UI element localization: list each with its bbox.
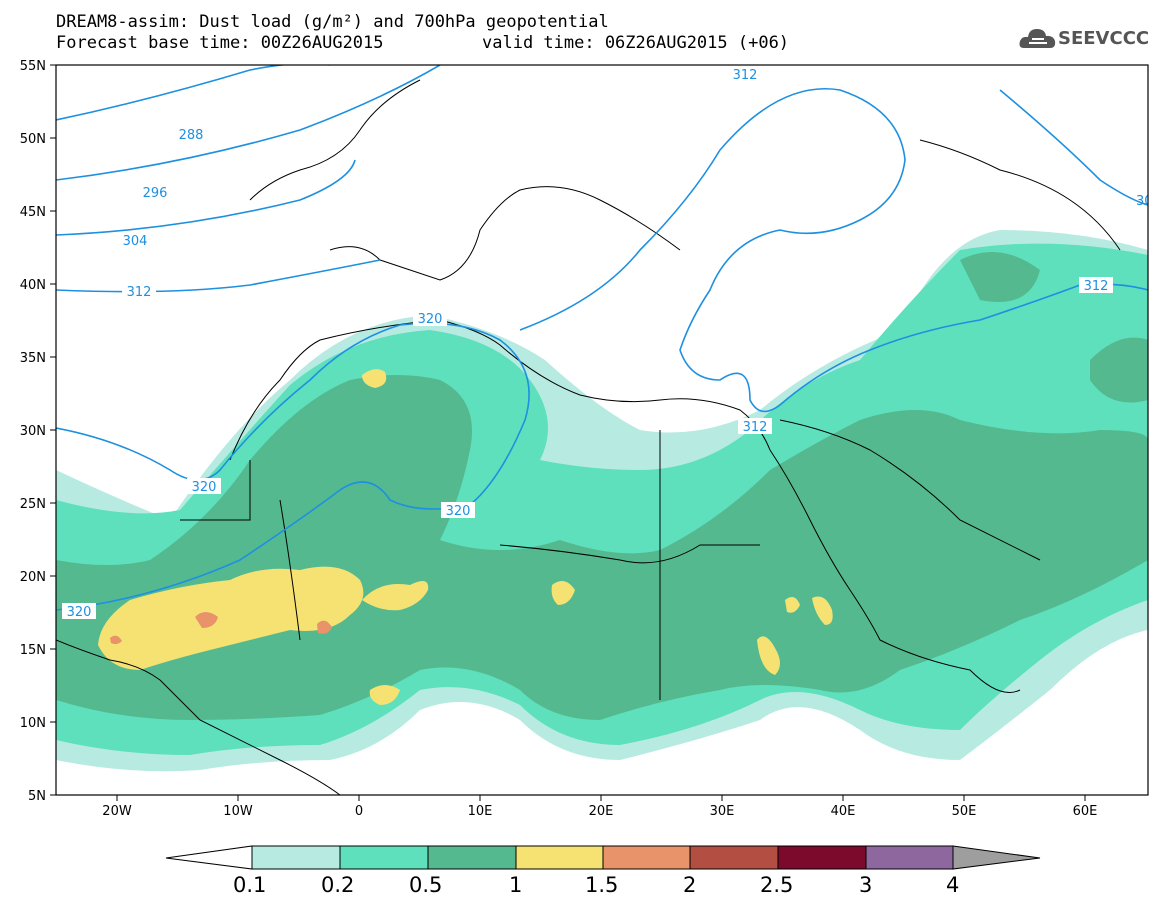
coastlines <box>56 79 1121 795</box>
lon-label-20w: 20W <box>102 804 132 819</box>
logo-text: SEEVCCC <box>1058 28 1150 49</box>
map-title: DREAM8-assim: Dust load (g/m²) and 700hP… <box>56 12 609 32</box>
colorbar-label: 3 <box>859 873 873 897</box>
svg-text:304: 304 <box>123 234 148 249</box>
colorbar-swatch-3 <box>865 845 954 870</box>
lat-label-25n: 25N <box>20 497 46 512</box>
dust-level-1 <box>98 369 833 705</box>
colorbar-swatch-0-2 <box>339 845 429 870</box>
lat-label-30n: 30N <box>20 424 46 439</box>
svg-text:312: 312 <box>1084 279 1109 294</box>
contour-label-320: 320 <box>413 310 447 327</box>
dust-level-0-5 <box>56 252 1148 720</box>
lat-label-10n: 10N <box>20 716 46 731</box>
contour-label-312: 312 <box>738 418 772 435</box>
svg-text:288: 288 <box>179 128 204 143</box>
lat-label-55n: 55N <box>20 59 46 74</box>
contour-label-288: 288 <box>174 126 208 143</box>
lon-label-20e: 20E <box>589 804 614 819</box>
contour-label-320: 320 <box>187 478 221 495</box>
seevccc-logo: SEEVCCC <box>1018 24 1153 54</box>
colorbar-label: 0.2 <box>321 873 355 897</box>
svg-text:30: 30 <box>1136 194 1153 209</box>
colorbar-label: 4 <box>946 873 960 897</box>
lon-label-40e: 40E <box>831 804 856 819</box>
svg-text:320: 320 <box>446 504 471 519</box>
lat-label-50n: 50N <box>20 132 46 147</box>
colorbar-swatch-0-5 <box>427 845 517 870</box>
contour-label-312: 312 <box>122 283 156 300</box>
colorbar-swatch-2-5 <box>777 845 867 870</box>
colorbar-label: 0.1 <box>233 873 267 897</box>
svg-text:320: 320 <box>67 605 92 620</box>
lat-label-40n: 40N <box>20 278 46 293</box>
latitude-axis <box>50 64 56 796</box>
svg-text:312: 312 <box>127 285 152 300</box>
lon-label-50e: 50E <box>952 804 977 819</box>
contour-label-312: 312 <box>728 66 762 83</box>
forecast-base-time: Forecast base time: 00Z26AUG2015 <box>56 33 384 53</box>
contour-label-30: 30 <box>1136 194 1153 209</box>
lat-label-45n: 45N <box>20 205 46 220</box>
contour-label-320: 320 <box>62 603 96 620</box>
colorbar-swatch-0-1 <box>251 845 341 870</box>
svg-text:320: 320 <box>418 312 443 327</box>
cloud-icon <box>1019 29 1056 48</box>
svg-text:296: 296 <box>143 186 168 201</box>
colorbar-label: 0.5 <box>409 873 443 897</box>
lat-label-20n: 20N <box>20 570 46 585</box>
dust-level-1-5 <box>110 612 332 645</box>
colorbar-label: 2 <box>683 873 697 897</box>
contour-labels: 288 296 304 312 312 312 312 320 320 320 … <box>62 66 1153 620</box>
colorbar-label: 2.5 <box>760 873 794 897</box>
colorbar-label: 1 <box>509 873 523 897</box>
lat-label-15n: 15N <box>20 643 46 658</box>
lon-label-10e: 10E <box>468 804 493 819</box>
svg-text:320: 320 <box>192 480 217 495</box>
colorbar-low-arrow <box>165 845 253 870</box>
lon-label-30e: 30E <box>710 804 735 819</box>
lon-label-60e: 60E <box>1073 804 1098 819</box>
geopotential-contours <box>56 65 1148 611</box>
lon-label-10w: 10W <box>223 804 253 819</box>
colorbar <box>165 845 1041 870</box>
contour-label-304: 304 <box>118 232 152 249</box>
svg-text:312: 312 <box>733 68 758 83</box>
colorbar-swatch-2 <box>689 845 779 870</box>
lat-label-35n: 35N <box>20 351 46 366</box>
longitude-axis <box>116 795 1086 801</box>
lon-label-0: 0 <box>355 804 363 819</box>
contour-label-312: 312 <box>1079 277 1113 294</box>
colorbar-swatch-1-5 <box>602 845 691 870</box>
lat-label-5n: 5N <box>28 789 46 804</box>
svg-text:312: 312 <box>743 420 768 435</box>
colorbar-high-arrow <box>952 845 1041 870</box>
colorbar-swatch-1 <box>515 845 604 870</box>
contour-label-296: 296 <box>138 184 172 201</box>
colorbar-label: 1.5 <box>585 873 619 897</box>
contour-label-320: 320 <box>441 502 475 519</box>
valid-time: valid time: 06Z26AUG2015 (+06) <box>482 33 790 53</box>
